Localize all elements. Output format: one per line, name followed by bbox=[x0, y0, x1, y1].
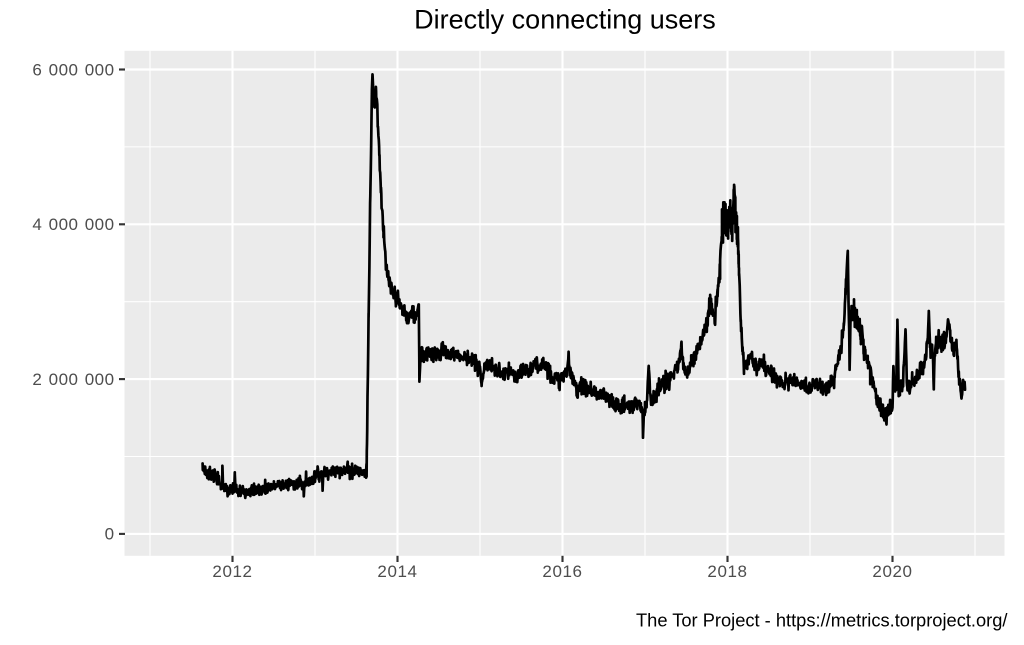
svg-text:4 000 000: 4 000 000 bbox=[32, 215, 114, 234]
svg-text:0: 0 bbox=[105, 525, 115, 544]
svg-text:2 000 000: 2 000 000 bbox=[32, 370, 114, 389]
svg-text:6 000 000: 6 000 000 bbox=[32, 60, 114, 79]
svg-text:2018: 2018 bbox=[707, 562, 747, 581]
svg-text:The Tor Project - https://metr: The Tor Project - https://metrics.torpro… bbox=[636, 610, 1008, 631]
svg-text:Directly connecting users: Directly connecting users bbox=[414, 5, 716, 35]
svg-text:2014: 2014 bbox=[377, 562, 417, 581]
svg-text:2016: 2016 bbox=[542, 562, 582, 581]
svg-text:2020: 2020 bbox=[872, 562, 912, 581]
svg-text:2012: 2012 bbox=[212, 562, 252, 581]
